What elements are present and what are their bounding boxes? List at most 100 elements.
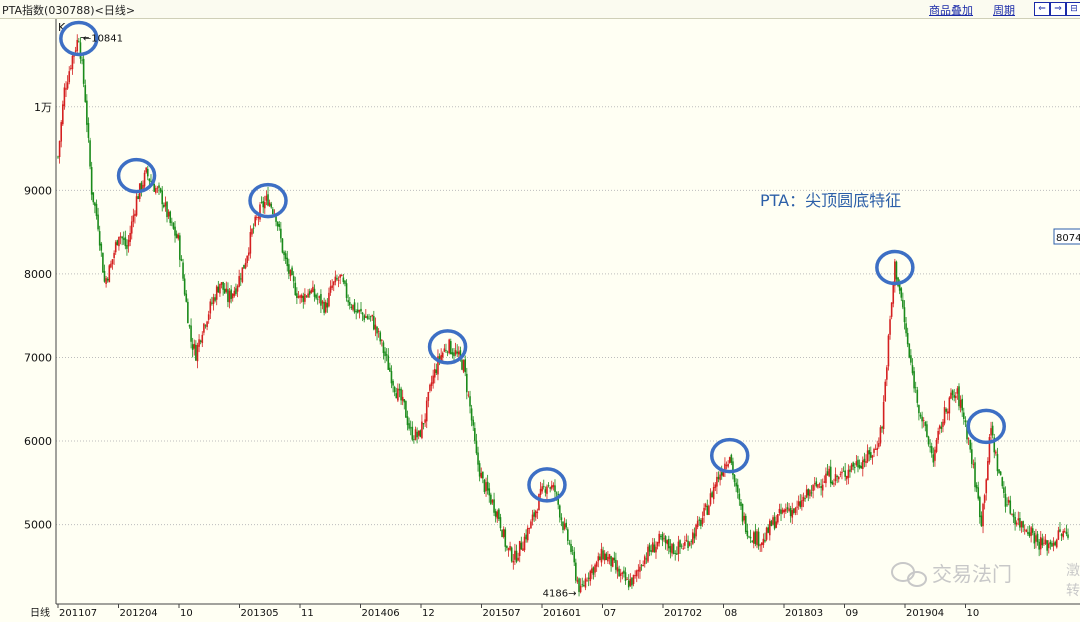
- candle-body: [656, 541, 659, 547]
- candle-body: [780, 509, 782, 515]
- candle-body: [483, 479, 486, 492]
- candle-body: [305, 295, 308, 297]
- candle-body: [534, 510, 537, 518]
- chart-toolbar: PTA指数(030788)<日线> 商品叠加 周期 ⇐ ⇒ ⊟: [0, 0, 1080, 19]
- candle-body: [172, 222, 175, 229]
- candle-body: [714, 484, 717, 488]
- x-tick-label: 201601: [543, 608, 581, 619]
- candle-body: [979, 497, 981, 518]
- candle-body: [356, 309, 359, 313]
- candlesticks: [57, 34, 1069, 597]
- candle-body: [142, 184, 144, 189]
- candle-body: [493, 499, 495, 513]
- last-value-text: 8074: [1056, 233, 1080, 244]
- candle-body: [605, 553, 608, 561]
- candle-body: [860, 465, 862, 469]
- candle-body: [793, 508, 795, 514]
- candle-body: [788, 508, 790, 511]
- x-tick-label: 10: [967, 608, 980, 619]
- candle-body: [863, 458, 866, 463]
- candle-body: [607, 556, 609, 562]
- candle-body: [132, 215, 135, 222]
- candle-body: [126, 245, 128, 249]
- candle-body: [934, 449, 936, 461]
- candle-body: [692, 532, 694, 544]
- period-link[interactable]: 周期: [993, 4, 1015, 17]
- candle-body: [1001, 477, 1004, 487]
- candle-body: [727, 463, 729, 467]
- candle-body: [778, 508, 781, 513]
- candle-body: [1007, 499, 1010, 503]
- candle-body: [462, 360, 465, 372]
- candle-body: [696, 520, 699, 528]
- candle-body: [1033, 533, 1036, 544]
- candle-body: [818, 483, 821, 485]
- candle-body: [821, 484, 824, 491]
- candle-body: [772, 517, 774, 525]
- candle-body: [664, 536, 667, 544]
- candle-body: [653, 544, 656, 553]
- candle-body: [215, 286, 218, 300]
- candle-body: [507, 548, 510, 551]
- scroll-left-button[interactable]: ⇐: [1034, 2, 1050, 16]
- x-tick-label: 201702: [664, 608, 702, 619]
- candle-body: [716, 476, 718, 487]
- commodity-overlay-link[interactable]: 商品叠加: [929, 4, 973, 17]
- candle-body: [264, 201, 266, 209]
- candle-body: [708, 505, 710, 515]
- candle-body: [1065, 531, 1068, 535]
- candle-body: [204, 325, 207, 327]
- candle-body: [887, 335, 890, 367]
- candle-body: [214, 297, 216, 301]
- chart-title: PTA指数(030788)<日线>: [2, 4, 136, 17]
- candle-body: [578, 578, 580, 592]
- candle-body: [119, 236, 122, 238]
- candle-body: [430, 382, 433, 386]
- candle-body: [337, 279, 340, 281]
- x-tick-labels: 201107 201204 10 201305 11 201406 12 201507 2016…: [57, 604, 980, 619]
- candle-body: [135, 196, 138, 216]
- candle-body: [103, 270, 106, 282]
- candle-body: [1028, 532, 1031, 537]
- candle-body: [171, 221, 173, 223]
- candle-body: [506, 546, 508, 549]
- candle-body: [401, 396, 404, 401]
- candle-body: [676, 553, 678, 555]
- candle-body: [985, 479, 988, 494]
- candle-body: [805, 489, 808, 498]
- candle-body: [754, 531, 757, 545]
- candle-body: [238, 276, 240, 287]
- candle-body: [820, 486, 822, 489]
- candle-body: [464, 359, 467, 373]
- candle-body: [842, 470, 845, 472]
- candle-body: [563, 523, 566, 530]
- candle-body: [334, 276, 337, 283]
- candle-body: [890, 302, 893, 317]
- candle-body: [950, 392, 952, 399]
- candle-body: [845, 475, 848, 480]
- candle-body: [373, 316, 375, 330]
- candle-body: [809, 490, 811, 497]
- collapse-button[interactable]: ⊟: [1066, 2, 1080, 16]
- candle-body: [554, 485, 556, 492]
- candle-body: [207, 314, 210, 320]
- candle-body: [414, 429, 417, 440]
- candle-body: [987, 461, 989, 481]
- candle-body: [288, 264, 290, 274]
- candle-body: [959, 399, 962, 408]
- x-tick-label: 07: [604, 608, 617, 619]
- candle-body: [310, 289, 313, 293]
- candle-body: [345, 283, 348, 298]
- candle-body: [280, 228, 282, 239]
- watermark-side-2: 转: [1066, 583, 1080, 599]
- candle-body: [1038, 541, 1040, 550]
- candle-body: [344, 280, 346, 284]
- candle-body: [847, 469, 850, 478]
- scroll-right-button[interactable]: ⇒: [1050, 2, 1066, 16]
- candle-body: [735, 482, 737, 487]
- candle-body: [882, 401, 885, 429]
- candle-body: [711, 492, 713, 498]
- x-tick-label: 201904: [906, 608, 944, 619]
- candle-body: [400, 388, 402, 401]
